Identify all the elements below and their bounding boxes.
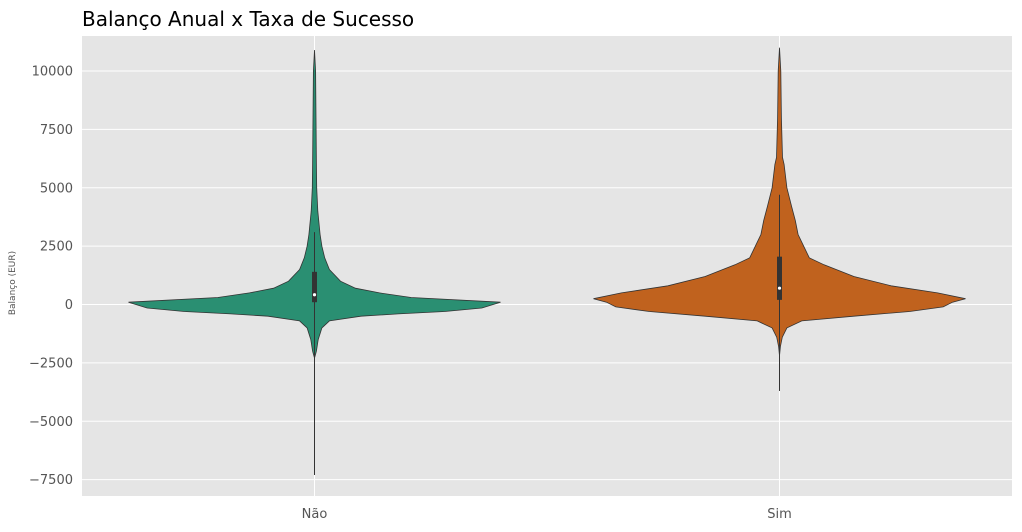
y-tick-label: −5000	[29, 415, 73, 430]
y-tick-labels: −7500 −5000 −2500 0 2500 5000 7500 10000	[29, 65, 73, 489]
violin-iqr-box	[312, 271, 317, 303]
y-tick-label: 7500	[40, 123, 73, 138]
y-tick-label: −7500	[29, 473, 73, 488]
y-tick-label: 10000	[32, 65, 73, 80]
x-tick-label: Sim	[767, 507, 792, 522]
chart-title: Balanço Anual x Taxa de Sucesso	[82, 7, 414, 31]
plot-background	[82, 36, 1012, 496]
violin-median	[777, 286, 782, 290]
x-tick-label: Não	[302, 507, 328, 522]
y-axis-label: Balanço (EUR)	[8, 251, 18, 315]
violins	[128, 47, 966, 475]
y-tick-label: 5000	[40, 181, 73, 196]
y-tick-label: 0	[65, 298, 73, 313]
y-tick-label: −2500	[29, 356, 73, 371]
y-tick-label: 2500	[40, 240, 73, 255]
violin-median	[312, 293, 317, 297]
violin-iqr-box	[777, 256, 782, 300]
x-tick-labels: Não Sim	[302, 507, 792, 522]
